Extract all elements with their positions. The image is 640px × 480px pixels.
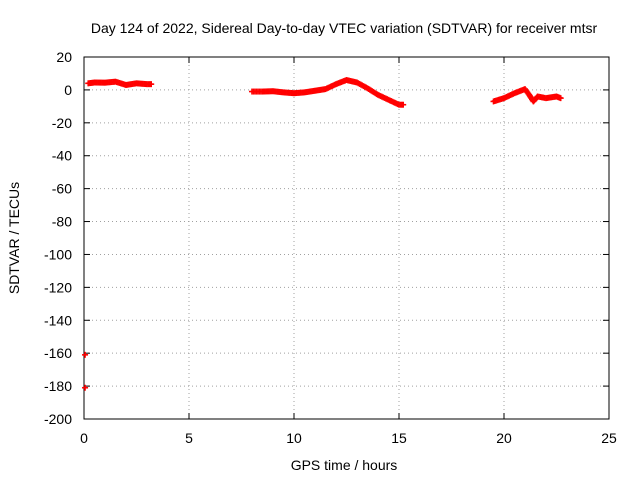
data-point	[557, 95, 564, 102]
y-axis-label: SDTVAR / TECUs	[6, 182, 22, 294]
plot-frame	[83, 56, 610, 420]
y-tick-label: 20	[56, 49, 72, 65]
data-points	[82, 77, 564, 391]
y-tick-label: -140	[44, 312, 72, 328]
x-tick-label: 25	[601, 430, 617, 446]
y-tick-label: -100	[44, 246, 72, 262]
y-tick-label: -40	[52, 148, 72, 164]
y-tick-label: -180	[44, 378, 72, 394]
y-tick-label: -120	[44, 279, 72, 295]
axis-ticks	[83, 56, 610, 420]
y-tick-label: 0	[64, 82, 72, 98]
data-point	[400, 101, 407, 108]
x-tick-label: 10	[286, 430, 302, 446]
y-tick-label: -80	[52, 214, 72, 230]
grid-lines	[84, 57, 609, 419]
y-tick-label: -160	[44, 345, 72, 361]
y-tick-label: -60	[52, 181, 72, 197]
x-tick-label: 15	[391, 430, 407, 446]
chart-title: Day 124 of 2022, Sidereal Day-to-day VTE…	[91, 20, 598, 36]
data-point-outlier	[82, 384, 89, 391]
x-tick-label: 20	[496, 430, 512, 446]
y-tick-label: -200	[44, 411, 72, 427]
x-tick-label: 0	[80, 430, 88, 446]
tick-labels: 0 5 10 15 20 25 20 0 -20 -40 -60 -80 -100 -120 -140 -16…	[44, 49, 617, 446]
data-point	[148, 81, 155, 88]
data-point-outlier	[82, 351, 89, 358]
x-axis-label: GPS time / hours	[291, 457, 398, 473]
y-tick-label: -20	[52, 115, 72, 131]
x-tick-label: 5	[185, 430, 193, 446]
